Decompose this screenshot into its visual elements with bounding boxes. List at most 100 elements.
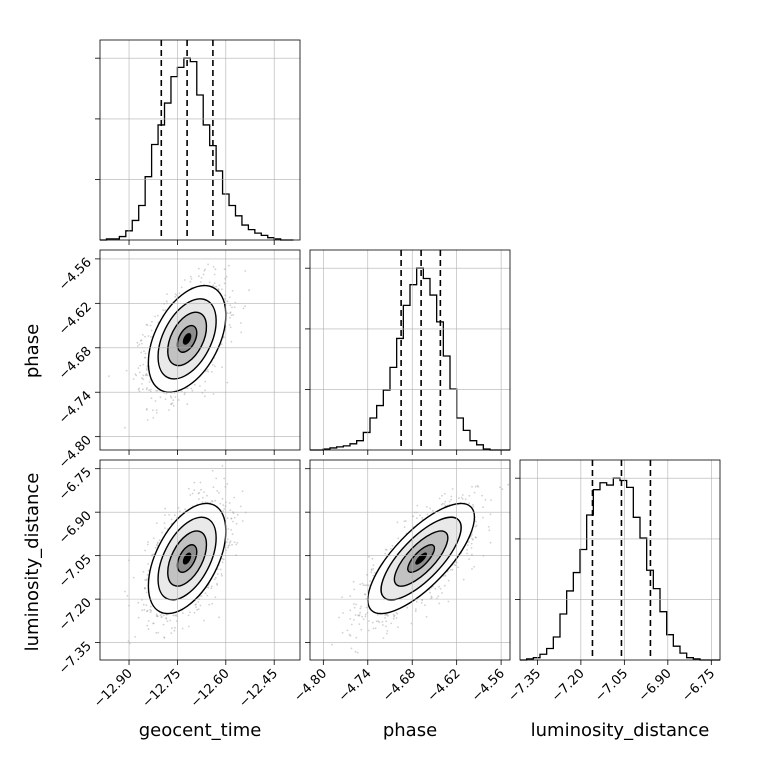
hist-geocent-time-bin-5	[132, 220, 138, 240]
ytick-label-phase-4: −4.56	[56, 255, 95, 294]
pair-geocent-time-luminosity-distance-point	[144, 587, 146, 590]
pair-geocent-time-phase-point	[231, 306, 233, 309]
hist-luminosity-distance-frame	[519, 459, 721, 661]
pair-geocent-time-luminosity-distance-point	[199, 481, 202, 484]
pair-phase-luminosity-distance-point	[481, 494, 483, 497]
hist-luminosity-distance-panel	[520, 460, 720, 661]
pair-geocent-time-phase-point	[146, 324, 149, 326]
pair-phase-luminosity-distance-point	[440, 503, 443, 506]
hist-phase-bin-8	[363, 432, 370, 450]
pair-phase-luminosity-distance-point	[331, 643, 333, 646]
pair-geocent-time-phase-point	[189, 280, 192, 283]
pair-phase-luminosity-distance-point	[375, 620, 378, 623]
hist-luminosity-distance-bin-18	[640, 538, 647, 660]
pair-geocent-time-phase-point	[143, 356, 146, 359]
pair-geocent-time-phase-point	[171, 402, 174, 404]
pair-geocent-time-luminosity-distance-point	[159, 614, 162, 616]
pair-phase-luminosity-distance-point	[471, 553, 473, 556]
pair-phase-luminosity-distance-point	[507, 483, 510, 486]
pair-phase-luminosity-distance-point	[385, 548, 388, 551]
pair-geocent-time-phase-point	[172, 399, 175, 402]
pair-geocent-time-luminosity-distance-point	[226, 483, 229, 485]
pair-geocent-time-phase-point	[223, 282, 226, 285]
pair-phase-luminosity-distance-point	[429, 591, 431, 594]
xtick-label-geocent-time-1: −12.75	[140, 666, 185, 711]
pair-phase-luminosity-distance-point	[487, 525, 490, 528]
pair-geocent-time-luminosity-distance-point	[218, 616, 221, 619]
pair-phase-luminosity-distance-point	[359, 611, 361, 614]
pair-geocent-time-phase-point	[139, 339, 142, 342]
xtick-label-phase-0: −4.80	[291, 666, 330, 705]
pair-geocent-time-phase-contour-2	[157, 298, 217, 380]
pair-geocent-time-phase-point	[142, 334, 144, 336]
pair-phase-luminosity-distance-point	[385, 625, 387, 628]
pair-geocent-time-phase-point	[145, 372, 148, 375]
pair-phase-luminosity-distance-point	[397, 626, 399, 628]
pair-geocent-time-luminosity-distance-point	[226, 538, 229, 541]
pair-geocent-time-luminosity-distance-point	[213, 578, 216, 581]
hist-geocent-time-bin-8	[152, 144, 158, 240]
pair-geocent-time-luminosity-distance-point	[216, 584, 219, 586]
pair-geocent-time-luminosity-distance-point	[163, 522, 166, 524]
hist-luminosity-distance-bin-21	[660, 612, 667, 660]
pair-phase-luminosity-distance-point	[382, 637, 385, 639]
pair-geocent-time-luminosity-distance-point	[169, 619, 172, 622]
pair-geocent-time-phase-point	[138, 343, 141, 346]
pair-geocent-time-phase-point	[221, 366, 223, 369]
pair-geocent-time-luminosity-distance-point	[220, 573, 223, 575]
pair-phase-luminosity-distance-point	[461, 498, 464, 500]
pair-phase-luminosity-distance-point	[361, 582, 364, 585]
pair-geocent-time-luminosity-distance-point	[173, 629, 176, 632]
pair-geocent-time-luminosity-distance-point	[200, 488, 202, 491]
pair-geocent-time-luminosity-distance-point	[230, 517, 233, 520]
xtick-label-phase-3: −4.62	[425, 666, 464, 705]
pair-geocent-time-luminosity-distance-point	[144, 587, 146, 589]
pair-phase-luminosity-distance-point	[368, 620, 370, 622]
pair-geocent-time-phase-point	[240, 331, 243, 334]
pair-geocent-time-phase-contour-1	[167, 311, 208, 367]
pair-geocent-time-luminosity-distance-point	[155, 632, 158, 634]
pair-geocent-time-luminosity-distance-point	[147, 569, 150, 572]
pair-phase-luminosity-distance-point	[472, 503, 474, 506]
pair-geocent-time-luminosity-distance-point	[146, 609, 149, 612]
pair-phase-luminosity-distance-point	[412, 515, 415, 518]
pair-phase-luminosity-distance-point	[364, 593, 366, 596]
pair-phase-luminosity-distance-point	[444, 500, 447, 503]
pair-geocent-time-phase-point	[172, 404, 175, 407]
pair-phase-luminosity-distance-point	[338, 616, 340, 619]
pair-geocent-time-luminosity-distance-point	[212, 486, 215, 489]
pair-geocent-time-luminosity-distance-point	[149, 605, 152, 608]
pair-phase-luminosity-distance-point	[457, 566, 459, 569]
pair-geocent-time-luminosity-distance-point	[150, 609, 153, 612]
hist-geocent-time-bin-11	[171, 77, 177, 240]
pair-geocent-time-phase-point	[146, 419, 149, 421]
xtick-label-geocent-time-2: −12.60	[188, 666, 233, 711]
pair-geocent-time-luminosity-distance-point	[147, 620, 150, 622]
hist-phase-bin-14	[403, 305, 410, 450]
pair-geocent-time-phase-point	[180, 390, 183, 393]
pair-phase-luminosity-distance-point	[354, 614, 357, 616]
y-label-luminosity-distance: luminosity_distance	[22, 473, 43, 652]
pair-phase-luminosity-distance-point	[360, 628, 363, 631]
pair-phase-luminosity-distance-point	[448, 500, 451, 503]
pair-phase-luminosity-distance-point	[382, 624, 384, 626]
pair-phase-luminosity-distance-point	[416, 511, 418, 514]
pair-geocent-time-luminosity-distance-point	[223, 477, 226, 480]
pair-geocent-time-phase-point	[155, 389, 158, 392]
pair-phase-luminosity-distance-point	[449, 569, 452, 571]
pair-geocent-time-luminosity-distance-point	[210, 587, 213, 590]
pair-geocent-time-phase-point	[169, 395, 172, 398]
pair-geocent-time-phase-point	[214, 365, 216, 368]
pair-geocent-time-phase-point	[204, 380, 207, 383]
pair-geocent-time-luminosity-distance-point	[214, 596, 217, 599]
pair-phase-luminosity-distance-point	[350, 623, 353, 626]
pair-phase-luminosity-distance-point	[372, 568, 375, 570]
ytick-label-luminosity-distance-1: −7.20	[56, 595, 95, 634]
pair-phase-luminosity-distance-point	[471, 537, 473, 540]
pair-phase-luminosity-distance-point	[475, 524, 478, 527]
pair-phase-luminosity-distance-point	[352, 580, 355, 583]
pair-geocent-time-luminosity-distance-point	[132, 576, 135, 579]
xtick-label-luminosity-distance-4: −6.75	[679, 666, 718, 705]
pair-geocent-time-luminosity-distance-point	[197, 492, 200, 495]
